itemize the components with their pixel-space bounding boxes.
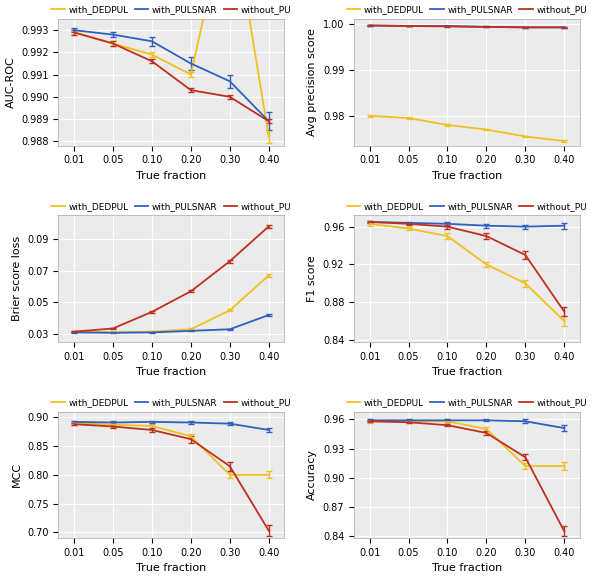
Y-axis label: Avg precision score: Avg precision score	[307, 28, 317, 136]
Y-axis label: AUC-ROC: AUC-ROC	[5, 57, 16, 108]
Legend: with_DEDPUL, with_PULSNAR, without_PU: with_DEDPUL, with_PULSNAR, without_PU	[347, 6, 587, 14]
X-axis label: True fraction: True fraction	[432, 171, 502, 181]
Y-axis label: F1 score: F1 score	[307, 255, 317, 302]
X-axis label: True fraction: True fraction	[136, 171, 206, 181]
Y-axis label: Accuracy: Accuracy	[307, 449, 317, 500]
Legend: with_DEDPUL, with_PULSNAR, without_PU: with_DEDPUL, with_PULSNAR, without_PU	[51, 398, 292, 407]
X-axis label: True fraction: True fraction	[432, 563, 502, 573]
Legend: with_DEDPUL, with_PULSNAR, without_PU: with_DEDPUL, with_PULSNAR, without_PU	[347, 398, 587, 407]
X-axis label: True fraction: True fraction	[136, 563, 206, 573]
Y-axis label: Brier score loss: Brier score loss	[11, 236, 22, 321]
Y-axis label: MCC: MCC	[11, 462, 22, 488]
Legend: with_DEDPUL, with_PULSNAR, without_PU: with_DEDPUL, with_PULSNAR, without_PU	[51, 202, 292, 211]
X-axis label: True fraction: True fraction	[432, 367, 502, 377]
Legend: with_DEDPUL, with_PULSNAR, without_PU: with_DEDPUL, with_PULSNAR, without_PU	[347, 202, 587, 211]
X-axis label: True fraction: True fraction	[136, 367, 206, 377]
Legend: with_DEDPUL, with_PULSNAR, without_PU: with_DEDPUL, with_PULSNAR, without_PU	[51, 6, 292, 14]
